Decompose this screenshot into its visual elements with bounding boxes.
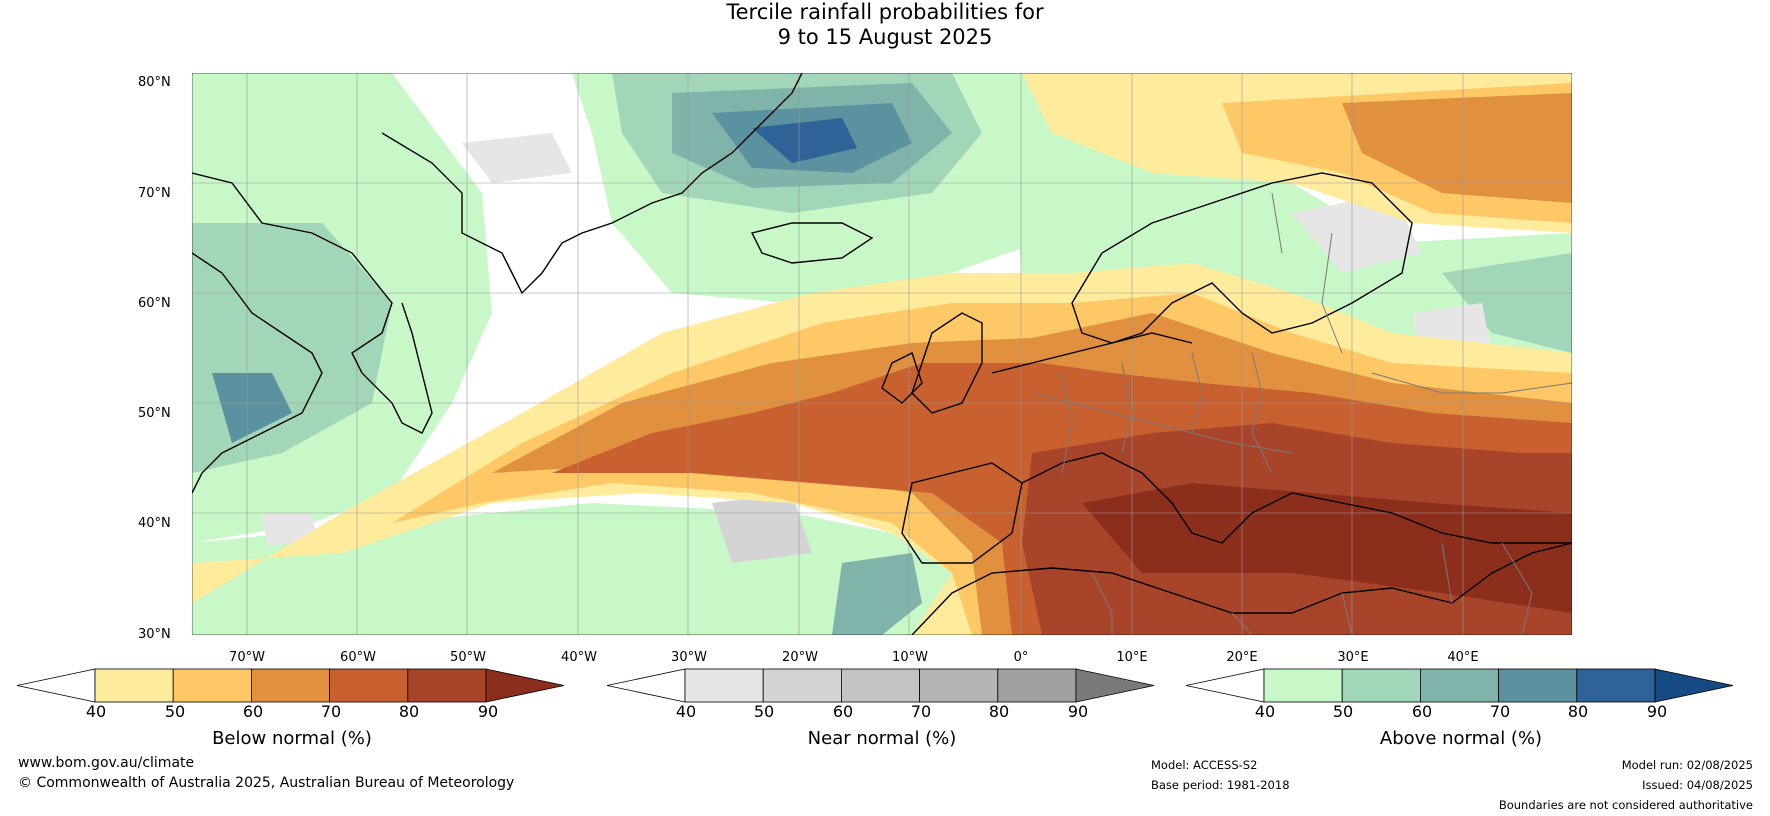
above-tick-70: 70: [1489, 702, 1511, 721]
lon-label-40e: 40°E: [1447, 650, 1479, 665]
below-colorbar-right-extension: [485, 668, 565, 703]
near-colorbar-segment-5: [997, 668, 1077, 703]
above-normal-region-canada-dark: [212, 373, 292, 443]
footer-base-period: Base period: 1981-2018: [1151, 778, 1290, 792]
lon-label-10w: 10°W: [892, 650, 928, 665]
above-normal-region-russia: [1442, 253, 1572, 353]
title-line2: 9 to 15 August 2025: [777, 25, 993, 49]
below-tick-60: 60: [242, 702, 264, 721]
colorbar-title-above: Above normal (%): [1379, 728, 1543, 749]
near-colorbar-segment-1: [684, 668, 764, 703]
near-tick-50: 50: [753, 702, 775, 721]
lat-label-70n: 70°N: [138, 186, 171, 201]
coastlines: [192, 73, 1572, 635]
near-normal-patch-2: [712, 493, 812, 563]
near-colorbar-right-extension: [1075, 668, 1155, 703]
coast-greenland: [381, 73, 803, 295]
title-line1: Tercile rainfall probabilities for: [726, 0, 1044, 24]
below-colorbar-segment-1: [94, 668, 174, 703]
lon-label-20w: 20°W: [782, 650, 818, 665]
coast-scandinavia: [1071, 172, 1413, 344]
graticule: [192, 73, 1572, 635]
coast-europe-north: [991, 332, 1193, 374]
below-colorbar-segment-2: [172, 668, 252, 703]
near-colorbar-left-extension: [607, 668, 686, 703]
lon-label-30e: 30°E: [1337, 650, 1369, 665]
below-normal-region-arctic-dark: [1342, 93, 1572, 203]
lon-label-60w: 60°W: [340, 650, 376, 665]
above-normal-region-core-darkest: [752, 118, 857, 163]
below-tick-90: 90: [477, 702, 499, 721]
coast-iberia: [901, 462, 1023, 564]
colorbar-title-below: Below normal (%): [212, 728, 372, 749]
lon-label-0: 0°: [1013, 650, 1029, 665]
near-normal-patch-1: [462, 133, 572, 183]
colorbar-below-normal: [17, 668, 565, 703]
coast-ireland: [881, 352, 923, 404]
above-tick-60: 60: [1411, 702, 1433, 721]
below-tick-40: 40: [85, 702, 107, 721]
lat-label-80n: 80°N: [138, 75, 171, 90]
below-normal-region-mediterranean-core: [1082, 483, 1572, 613]
below-tick-50: 50: [164, 702, 186, 721]
rainfall-probability-map: [192, 73, 1572, 635]
above-colorbar-segment-4: [1498, 668, 1578, 703]
lon-label-70w: 70°W: [229, 650, 265, 665]
lon-label-30w: 30°W: [671, 650, 707, 665]
footer-website: www.bom.gov.au/climate: [18, 755, 195, 771]
footer-disclaimer: Boundaries are not considered authoritat…: [1498, 798, 1753, 812]
lon-label-20e: 20°E: [1226, 650, 1258, 665]
coast-canada: [192, 172, 433, 434]
above-colorbar-segment-1: [1263, 668, 1343, 703]
above-colorbar-segment-2: [1341, 668, 1421, 703]
lon-label-10e: 10°E: [1116, 650, 1148, 665]
below-tick-80: 80: [398, 702, 420, 721]
near-tick-80: 80: [988, 702, 1010, 721]
map-title: Tercile rainfall probabilities for 9 to …: [0, 0, 1770, 50]
country-borders: [1031, 192, 1572, 635]
above-colorbar-segment-5: [1576, 668, 1656, 703]
lat-label-40n: 40°N: [138, 516, 171, 531]
below-colorbar-segment-5: [407, 668, 487, 703]
above-colorbar-right-extension: [1654, 668, 1734, 703]
above-colorbar-segment-3: [1419, 668, 1499, 703]
near-tick-70: 70: [910, 702, 932, 721]
colorbar-title-near: Near normal (%): [807, 728, 957, 749]
lat-label-30n: 30°N: [138, 627, 171, 642]
coast-iceland: [750, 222, 874, 264]
coast-labrador: [192, 252, 323, 494]
footer-issued: Issued: 04/08/2025: [1642, 778, 1753, 792]
below-colorbar-segment-3: [250, 668, 330, 703]
near-colorbar-segment-2: [762, 668, 842, 703]
coast-europe-south: [1021, 452, 1572, 544]
below-colorbar-segment-4: [329, 668, 409, 703]
lon-label-40w: 40°W: [561, 650, 597, 665]
footer-model: Model: ACCESS-S2: [1151, 758, 1258, 772]
above-tick-80: 80: [1567, 702, 1589, 721]
near-colorbar-segment-3: [840, 668, 920, 703]
colorbar-near-normal: [607, 668, 1155, 703]
lat-label-50n: 50°N: [138, 406, 171, 421]
near-tick-40: 40: [675, 702, 697, 721]
lat-label-60n: 60°N: [138, 296, 171, 311]
above-tick-40: 40: [1254, 702, 1276, 721]
colorbar-above-normal: [1186, 668, 1734, 703]
near-tick-60: 60: [832, 702, 854, 721]
above-tick-90: 90: [1646, 702, 1668, 721]
below-colorbar-left-extension: [17, 668, 96, 703]
lon-label-50w: 50°W: [450, 650, 486, 665]
above-colorbar-left-extension: [1186, 668, 1265, 703]
above-normal-region-canary: [832, 553, 922, 635]
below-tick-70: 70: [320, 702, 342, 721]
footer-model-run: Model run: 02/08/2025: [1621, 758, 1753, 772]
coast-africa-north: [911, 542, 1572, 635]
near-colorbar-segment-4: [919, 668, 999, 703]
footer-copyright: © Commonwealth of Australia 2025, Austra…: [18, 775, 515, 791]
near-tick-90: 90: [1067, 702, 1089, 721]
above-tick-50: 50: [1332, 702, 1354, 721]
